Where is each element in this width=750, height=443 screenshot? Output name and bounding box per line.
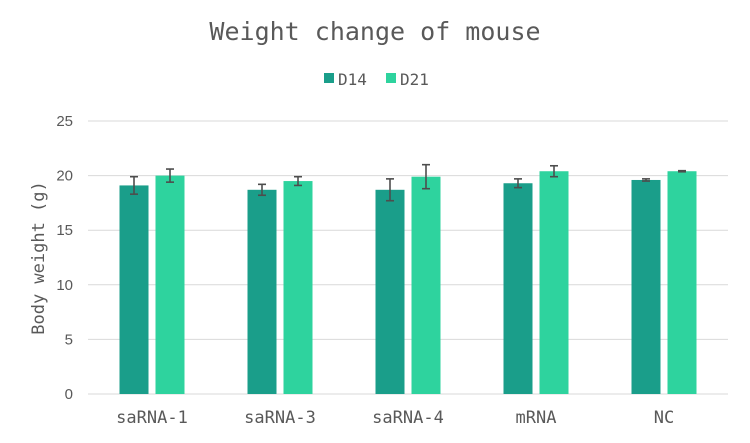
bar-d21-sarna-1: [155, 175, 185, 394]
y-tick-label: 15: [56, 222, 73, 239]
bar-d21-sarna-3: [283, 181, 313, 394]
error-bar-d21-nc: [678, 169, 686, 173]
x-category-label: mRNA: [516, 408, 557, 428]
bar-d14-sarna-1: [119, 185, 149, 394]
legend: D14 D21: [324, 70, 429, 89]
error-bar-d14-mrna: [514, 178, 522, 189]
y-tick-label: 20: [56, 168, 73, 185]
y-tick-label: 10: [56, 277, 73, 294]
bar-d21-nc: [667, 171, 697, 394]
bar-d14-mrna: [503, 183, 533, 394]
bars: [119, 171, 697, 394]
error-bar-d21-sarna-1: [166, 168, 174, 183]
x-category-label: saRNA-3: [244, 408, 316, 428]
bar-d21-mrna: [539, 171, 569, 394]
x-category-label: saRNA-1: [116, 408, 188, 428]
error-bar-d14-sarna-3: [258, 183, 266, 197]
x-axis-categories: saRNA-1 saRNA-3 saRNA-4 mRNA NC: [116, 408, 674, 428]
chart-title: Weight change of mouse: [209, 17, 540, 46]
legend-label-d14: D14: [338, 70, 367, 89]
y-tick-label: 5: [65, 331, 73, 348]
x-category-label: NC: [654, 408, 674, 428]
y-tick-label: 25: [56, 113, 73, 130]
error-bar-d14-sarna-4: [386, 178, 394, 202]
legend-swatch-d14: [324, 73, 334, 83]
bar-d21-sarna-4: [411, 176, 441, 394]
error-bar-d21-mrna: [550, 164, 558, 178]
y-tick-label: 0: [65, 386, 73, 403]
bar-d14-sarna-4: [375, 189, 405, 394]
error-bars: [130, 163, 686, 202]
bar-d14-nc: [631, 179, 661, 394]
y-axis-label: Body weight (g): [29, 181, 49, 335]
grid: [88, 120, 728, 395]
legend-label-d21: D21: [400, 70, 429, 89]
error-bar-d14-nc: [642, 178, 650, 182]
bar-d14-sarna-3: [247, 189, 277, 394]
error-bar-d21-sarna-3: [294, 175, 302, 187]
x-category-label: saRNA-4: [372, 408, 444, 428]
error-bar-d14-sarna-1: [130, 175, 138, 195]
error-bar-d21-sarna-4: [422, 163, 430, 190]
y-axis-ticks: 0 5 10 15 20 25: [56, 113, 73, 403]
legend-swatch-d21: [386, 73, 396, 83]
